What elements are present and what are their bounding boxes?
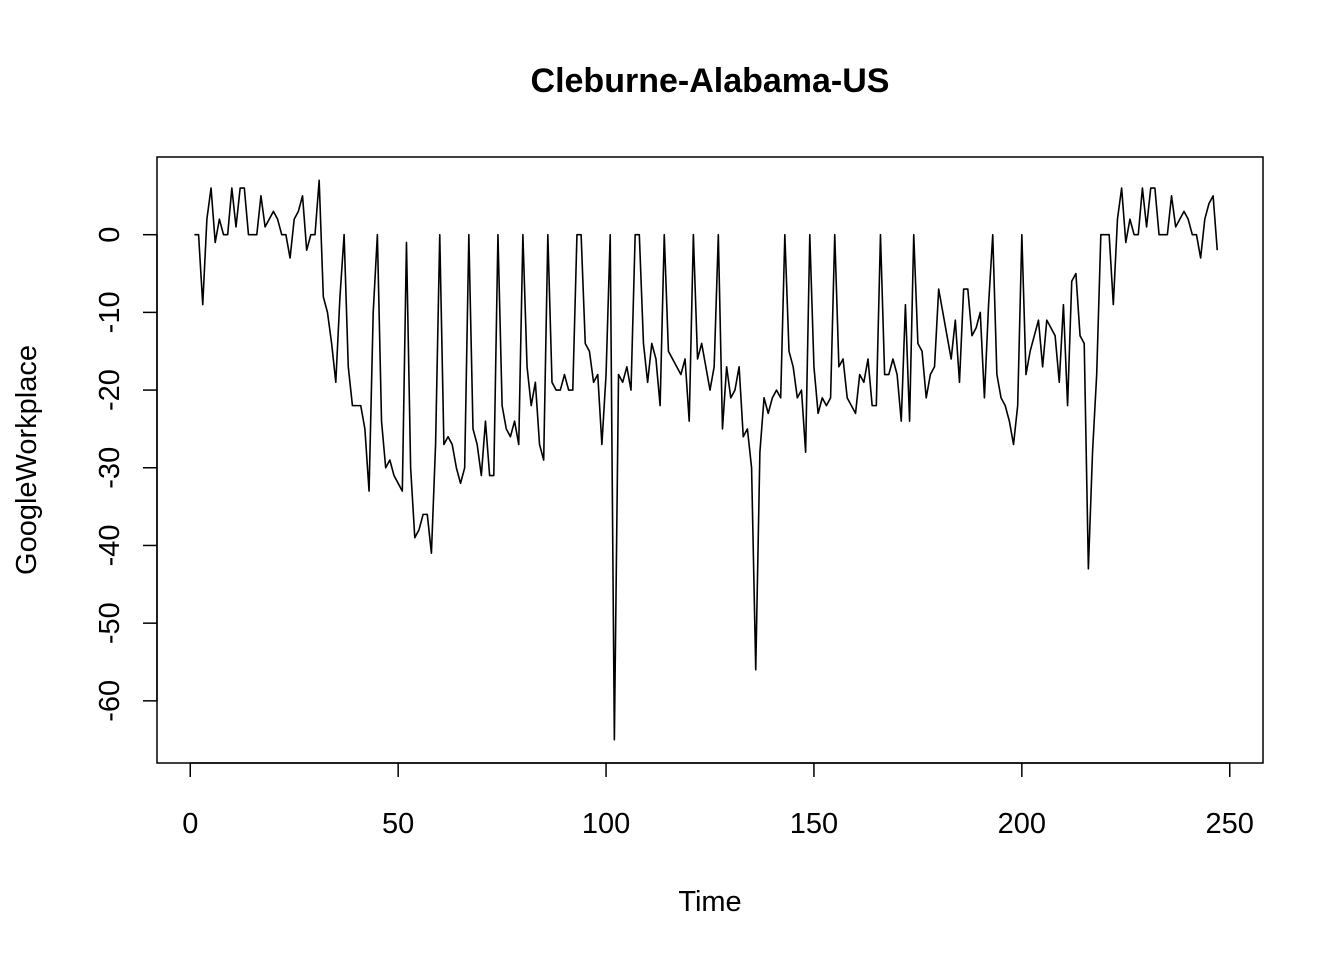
plot-area-frame [156, 156, 1264, 764]
y-tick-label: -50 [94, 602, 126, 644]
x-tick-label: 50 [382, 808, 414, 840]
y-axis: 0 -10 -20 -30 -40 -50 -60 [94, 227, 158, 722]
x-axis-label: Time [678, 886, 741, 918]
y-tick-label: -60 [94, 680, 126, 722]
y-tick-label: -10 [94, 291, 126, 333]
x-axis: 0 50 100 150 200 250 [182, 762, 1254, 840]
y-axis-label: GoogleWorkplace [11, 345, 43, 575]
x-tick-label: 150 [790, 808, 838, 840]
x-tick-label: 200 [998, 808, 1046, 840]
x-tick-label: 250 [1206, 808, 1254, 840]
chart-title: Cleburne-Alabama-US [531, 62, 890, 100]
y-tick-label: -20 [94, 369, 126, 411]
series-line-google-workplace [194, 179, 1219, 741]
x-tick-label: 0 [182, 808, 198, 840]
y-tick-label: 0 [94, 227, 126, 243]
y-tick-label: -40 [94, 525, 126, 567]
x-tick-label: 100 [582, 808, 630, 840]
y-tick-label: -30 [94, 447, 126, 489]
